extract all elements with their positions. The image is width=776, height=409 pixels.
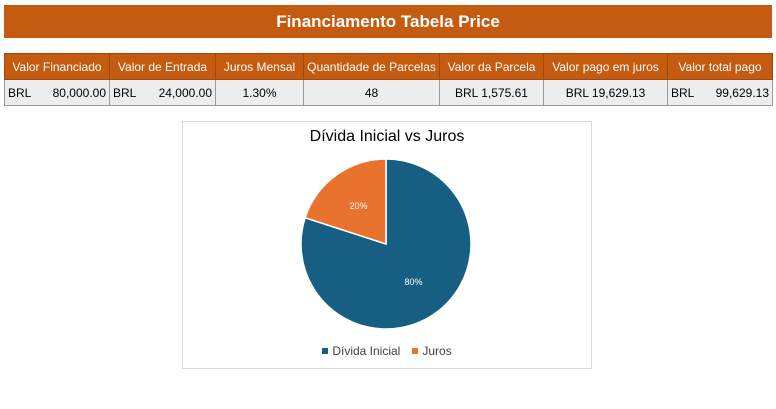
legend-swatch [322, 348, 329, 354]
summary-table: Valor Financiado Valor de Entrada Juros … [4, 53, 773, 106]
cell-valor-parcela[interactable]: BRL 1,575.61 [439, 79, 544, 106]
cell-valor-juros[interactable]: BRL 19,629.13 [543, 79, 668, 106]
pie-chart[interactable]: Dívida Inicial vs Juros 80% 20% Dívida In… [182, 121, 592, 369]
header-quantidade-parcelas: Quantidade de Parcelas [303, 53, 440, 80]
currency-code: BRL [113, 85, 137, 100]
header-juros-mensal: Juros Mensal [215, 53, 304, 80]
header-valor-entrada: Valor de Entrada [109, 53, 216, 80]
cell-quantidade-parcelas[interactable]: 48 [303, 79, 440, 106]
legend-item-juros[interactable]: Juros [412, 344, 452, 358]
cell-juros-mensal[interactable]: 1.30% [215, 79, 304, 106]
amount: 24,000.00 [158, 85, 212, 100]
header-valor-total: Valor total pago [667, 53, 773, 80]
pie-data-label: 80% [404, 277, 422, 287]
header-valor-juros: Valor pago em juros [543, 53, 668, 80]
legend-swatch [412, 348, 419, 354]
pie-chart-plot: 80% 20% [300, 158, 472, 330]
page-title: Financiamento Tabela Price [4, 5, 772, 38]
cell-valor-financiado[interactable]: BRL 80,000.00 [4, 79, 110, 106]
amount: 80,000.00 [52, 85, 106, 100]
pie-data-label: 20% [350, 201, 368, 211]
currency-code: BRL [8, 85, 32, 100]
header-valor-financiado: Valor Financiado [4, 53, 110, 80]
amount: 99,629.13 [715, 85, 769, 100]
chart-legend: Dívida Inicial Juros [183, 344, 591, 358]
chart-title: Dívida Inicial vs Juros [309, 128, 465, 145]
cell-valor-entrada[interactable]: BRL 24,000.00 [109, 79, 216, 106]
table-header-row: Valor Financiado Valor de Entrada Juros … [4, 53, 773, 80]
header-valor-parcela: Valor da Parcela [439, 53, 544, 80]
legend-label: Juros [422, 344, 452, 358]
table-row: BRL 80,000.00 BRL 24,000.00 1.30% 48 BRL… [4, 79, 773, 106]
pie-slice-juros[interactable] [304, 158, 387, 246]
currency-code: BRL [671, 85, 695, 100]
legend-item-divida-inicial[interactable]: Dívida Inicial [322, 344, 400, 358]
cell-valor-total[interactable]: BRL 99,629.13 [667, 79, 773, 106]
legend-label: Dívida Inicial [332, 344, 401, 358]
